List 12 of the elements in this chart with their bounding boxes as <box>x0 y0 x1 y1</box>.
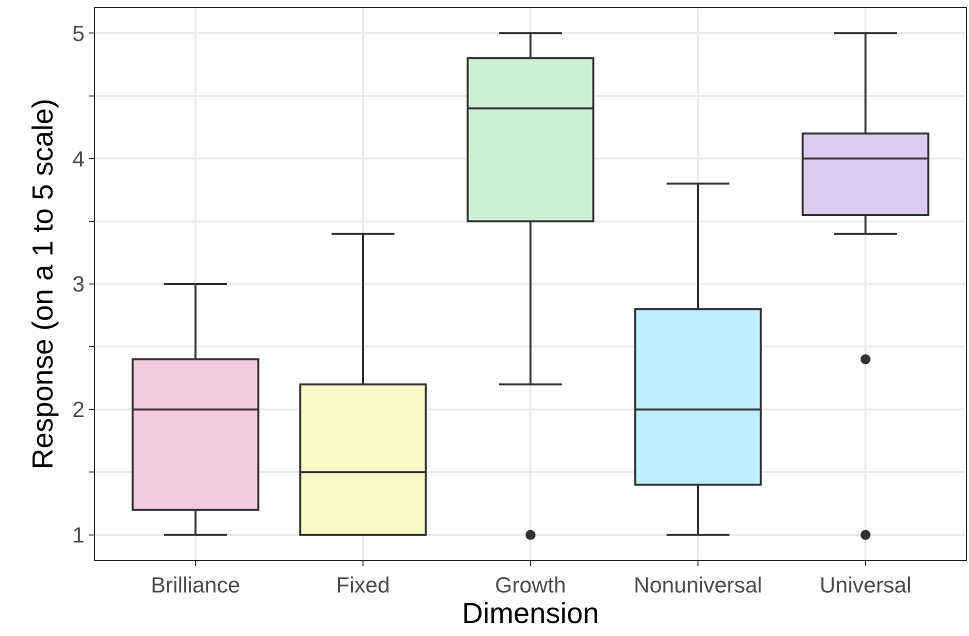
x-tick-label: Nonuniversal <box>634 572 762 598</box>
y-tick-label: 4 <box>72 146 85 172</box>
y-tick-label: 1 <box>72 522 85 548</box>
y-axis-title: Response (on a 1 to 5 scale) <box>28 98 60 470</box>
x-tick-label: Brilliance <box>150 572 240 598</box>
y-tick-label: 3 <box>72 272 85 297</box>
y-tick-label: 2 <box>72 397 85 422</box>
x-tick-label: Universal <box>820 572 912 598</box>
x-axis-title: Dimension <box>462 598 599 630</box>
x-tick-label: Growth <box>495 572 566 598</box>
y-tick-label: 5 <box>72 20 85 46</box>
x-tick-label: Fixed <box>336 572 390 598</box>
